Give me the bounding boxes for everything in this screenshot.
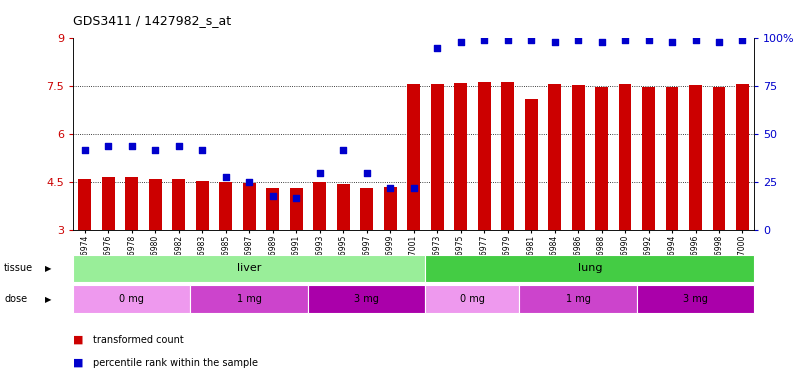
Bar <box>431 84 444 230</box>
Bar <box>454 83 467 230</box>
Bar <box>242 184 255 230</box>
Text: ■: ■ <box>73 335 84 345</box>
Bar <box>689 85 702 230</box>
Point <box>337 147 350 153</box>
Point <box>595 39 608 45</box>
Point <box>219 174 232 180</box>
Bar <box>73 285 191 313</box>
Text: GDS3411 / 1427982_s_at: GDS3411 / 1427982_s_at <box>73 14 231 27</box>
Text: transformed count: transformed count <box>93 335 184 345</box>
Bar <box>736 84 749 230</box>
Point <box>384 185 397 191</box>
Bar <box>79 179 91 230</box>
Text: ▶: ▶ <box>45 264 51 273</box>
Bar <box>478 82 491 230</box>
Point <box>431 45 444 51</box>
Point <box>290 195 303 201</box>
Bar <box>713 87 726 230</box>
Bar <box>266 188 279 230</box>
Bar <box>290 189 303 230</box>
Bar <box>666 87 679 230</box>
Point <box>572 37 585 43</box>
Bar <box>642 87 655 230</box>
Text: percentile rank within the sample: percentile rank within the sample <box>93 358 258 368</box>
Bar <box>572 85 585 230</box>
Point <box>736 37 749 43</box>
Bar <box>637 285 754 313</box>
Point <box>666 39 679 45</box>
Text: liver: liver <box>237 263 261 273</box>
Point <box>101 143 114 149</box>
Point <box>242 179 255 185</box>
Point <box>619 37 632 43</box>
Bar <box>191 285 308 313</box>
Text: 1 mg: 1 mg <box>237 294 262 304</box>
Bar <box>308 285 425 313</box>
Bar <box>360 188 373 230</box>
Point <box>266 193 279 199</box>
Bar <box>195 181 208 230</box>
Point <box>525 37 538 43</box>
Text: 0 mg: 0 mg <box>460 294 485 304</box>
Point <box>172 143 185 149</box>
Bar <box>501 82 514 230</box>
Point <box>78 147 91 153</box>
Bar <box>595 87 608 230</box>
Bar <box>125 177 138 230</box>
Text: lung: lung <box>577 263 602 273</box>
Point <box>713 39 726 45</box>
Point <box>148 147 161 153</box>
Point <box>689 37 702 43</box>
Bar <box>425 255 754 282</box>
Bar <box>219 182 232 230</box>
Bar <box>384 187 397 230</box>
Bar <box>619 84 632 230</box>
Bar <box>525 99 538 230</box>
Bar <box>425 285 519 313</box>
Point <box>360 170 373 176</box>
Bar <box>407 84 420 230</box>
Point <box>407 185 420 191</box>
Bar <box>172 179 185 230</box>
Bar <box>73 255 425 282</box>
Bar <box>519 285 637 313</box>
Point <box>478 37 491 43</box>
Text: 1 mg: 1 mg <box>565 294 590 304</box>
Text: dose: dose <box>4 294 28 304</box>
Text: 3 mg: 3 mg <box>354 294 379 304</box>
Text: 0 mg: 0 mg <box>119 294 144 304</box>
Point <box>501 37 514 43</box>
Text: 3 mg: 3 mg <box>683 294 708 304</box>
Point <box>313 170 326 176</box>
Bar <box>548 84 561 230</box>
Point <box>454 39 467 45</box>
Point <box>125 143 138 149</box>
Text: ■: ■ <box>73 358 84 368</box>
Bar <box>101 177 114 230</box>
Text: ▶: ▶ <box>45 295 51 304</box>
Point <box>548 39 561 45</box>
Bar <box>148 179 161 230</box>
Bar <box>337 184 350 230</box>
Text: tissue: tissue <box>4 263 33 273</box>
Point <box>642 37 655 43</box>
Bar <box>313 182 326 230</box>
Point <box>195 147 208 153</box>
